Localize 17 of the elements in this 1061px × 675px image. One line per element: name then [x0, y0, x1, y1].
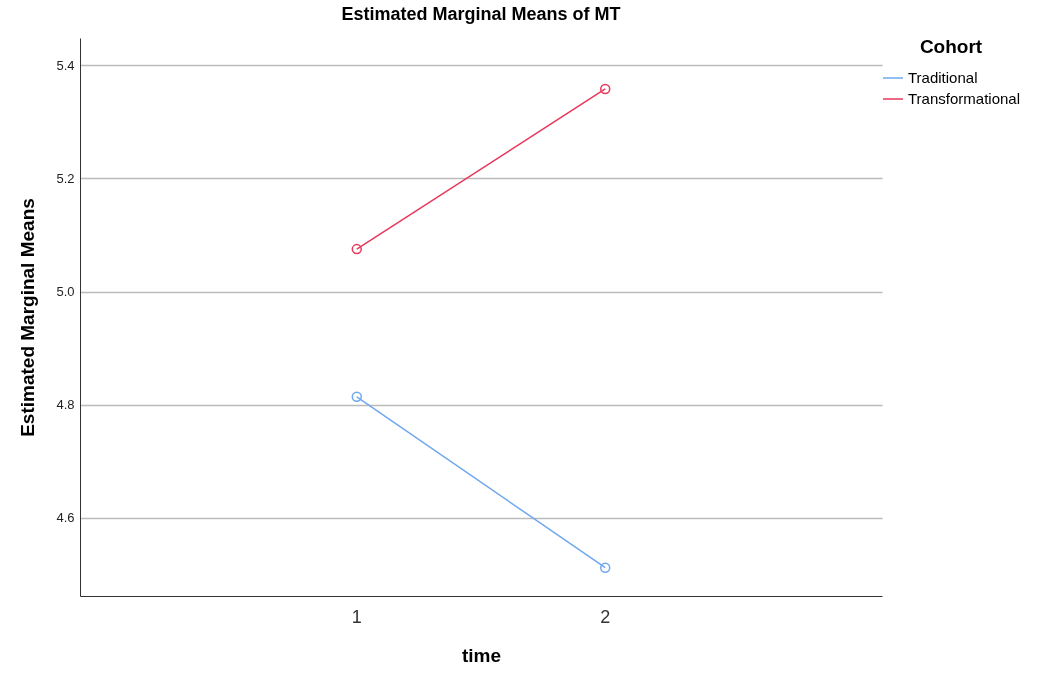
x-axis-title: time — [461, 644, 502, 666]
y-tick-label: 5.2 — [56, 170, 75, 186]
point — [600, 562, 611, 573]
y-tick-label: 4.6 — [56, 510, 75, 526]
point — [351, 243, 362, 255]
y-axis-title: Estimated Marginal Means — [17, 198, 39, 437]
x-tick-label: 1 — [351, 606, 362, 627]
y-tick-label: 5.0 — [56, 284, 75, 300]
y-tick-label: 5.4 — [56, 57, 75, 73]
y-tick-label: 4.8 — [56, 397, 75, 413]
legend-label: Transformational — [908, 90, 1020, 107]
legend-title: Cohort — [919, 36, 983, 57]
point — [351, 391, 362, 403]
chart-title: Estimated Marginal Means of MT — [341, 4, 621, 24]
point — [600, 83, 611, 95]
x-tick-label: 2 — [600, 606, 611, 627]
legend-label: Traditional — [908, 69, 978, 86]
